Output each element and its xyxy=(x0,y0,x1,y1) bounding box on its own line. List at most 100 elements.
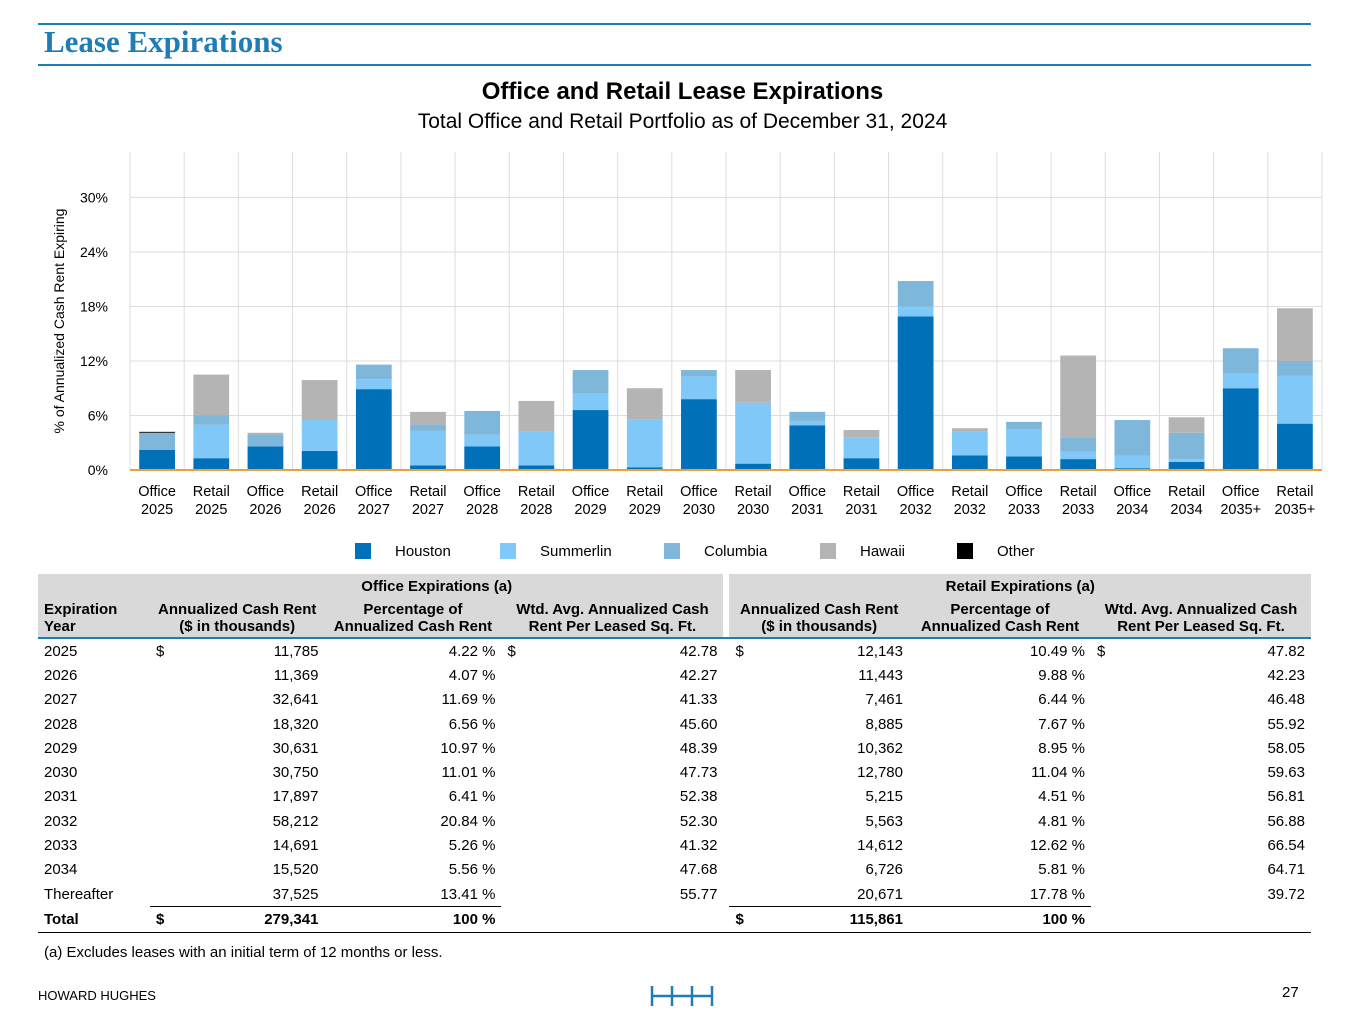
bar-columbia-office-2031 xyxy=(789,411,826,421)
legend-item-hawaii: Hawaii xyxy=(820,540,905,562)
retail-rent-dollar xyxy=(729,833,749,857)
x-tick-label-type: Retail xyxy=(1168,484,1205,500)
x-tick-label-year: 2034 xyxy=(1116,502,1148,518)
retail-wtd-value: 39.72 xyxy=(1267,885,1305,903)
header-rule-top xyxy=(38,23,1311,25)
office-wtd-value: 48.39 xyxy=(679,739,718,757)
bar-summerlin-office-2034 xyxy=(1114,455,1151,469)
footnote: (a) Excludes leases with an initial term… xyxy=(44,944,443,961)
table-row: 2029 30,631 10.97 % 48.39 10,362 8.95 % 58.05 xyxy=(38,736,1311,761)
bar-houston-office-2026 xyxy=(247,446,284,470)
x-tick-label-type: Office xyxy=(355,484,393,500)
row-year: 2030 xyxy=(44,764,78,782)
office-wtd-value: 42.27 xyxy=(679,666,718,684)
retail-pct: 11.04 % xyxy=(1031,764,1085,782)
bar-hawaii-retail-2028 xyxy=(518,400,555,432)
retail-wtd-value: 56.88 xyxy=(1267,812,1305,830)
bar-houston-retail-2035plus xyxy=(1277,423,1313,470)
x-tick-label-type: Office xyxy=(1005,484,1043,500)
bar-summerlin-office-2032 xyxy=(897,306,934,317)
row-year: 2034 xyxy=(44,861,78,879)
retail-rent-dollar xyxy=(729,712,749,736)
bar-hawaii-retail-2030 xyxy=(735,370,771,403)
y-axis-label: % of Annualized Cash Rent Expiring xyxy=(51,209,67,434)
retail-wtd: 42.23 xyxy=(1091,663,1311,687)
bar-houston-retail-2030 xyxy=(735,463,771,470)
header-office-group: Office Expirations (a) xyxy=(150,574,724,598)
x-tick-label-year: 2032 xyxy=(900,502,932,518)
bar-hawaii-office-2026 xyxy=(247,432,284,435)
retail-rent: 12,143 xyxy=(857,642,903,660)
bar-houston-retail-2027 xyxy=(410,465,446,470)
legend-item-houston: Houston xyxy=(355,540,451,562)
bar-columbia-retail-2033 xyxy=(1060,437,1097,452)
lease-expirations-table: Office Expirations (a) Retail Expiration… xyxy=(38,574,1311,933)
y-tick-label: 24% xyxy=(80,244,108,260)
office-pct: 4.07 % xyxy=(448,666,496,684)
retail-rent: 7,461 xyxy=(865,691,903,709)
retail-rent-dollar xyxy=(729,688,749,712)
x-tick-label-year: 2030 xyxy=(683,502,715,518)
retail-rent: 14,612 xyxy=(857,837,903,855)
office-rent: 30,750 xyxy=(272,764,319,782)
x-tick-label-year: 2028 xyxy=(520,502,552,518)
x-tick-label-type: Retail xyxy=(951,484,988,500)
x-tick-label-year: 2032 xyxy=(954,502,986,518)
legend-swatch-other xyxy=(957,543,973,559)
retail-total-pct: 100 % xyxy=(909,906,1091,933)
legend-swatch-hawaii xyxy=(820,543,836,559)
bar-houston-retail-2031 xyxy=(843,458,880,470)
office-pct: 6.56 % xyxy=(448,715,496,733)
x-tick-label-type: Office xyxy=(788,484,826,500)
x-tick-label-year: 2035+ xyxy=(1220,502,1261,518)
legend-item-columbia: Columbia xyxy=(664,540,767,562)
table-total-row: Total $279,341 100 % $115,861 100 % xyxy=(38,906,1311,933)
legend-label-hawaii: Hawaii xyxy=(860,542,906,560)
legend-swatch-summerlin xyxy=(500,543,516,559)
table-row: 2033 14,691 5.26 % 41.32 14,612 12.62 % 66.54 xyxy=(38,833,1311,858)
bar-summerlin-office-2031 xyxy=(789,420,826,426)
bar-columbia-office-2034 xyxy=(1114,420,1151,456)
office-wtd-value: 41.33 xyxy=(679,691,718,709)
row-year: Thereafter xyxy=(44,885,114,903)
x-tick-label-type: Retail xyxy=(409,484,446,500)
legend-label-houston: Houston xyxy=(395,542,451,560)
retail-wtd: 56.81 xyxy=(1091,785,1311,809)
bar-hawaii-retail-2029 xyxy=(626,388,663,420)
retail-rent: 12,780 xyxy=(857,764,903,782)
office-pct: 4.22 % xyxy=(448,642,496,660)
bar-summerlin-retail-2035plus xyxy=(1277,375,1313,424)
table-row: 2031 17,897 6.41 % 52.38 5,215 4.51 % 56.81 xyxy=(38,784,1311,810)
page-number: 27 xyxy=(1282,984,1299,1001)
retail-wtd-value: 42.23 xyxy=(1267,666,1305,684)
office-wtd-value: 41.32 xyxy=(679,837,718,855)
x-tick-label-year: 2025 xyxy=(195,502,227,518)
bar-hawaii-retail-2026 xyxy=(301,380,338,421)
bar-summerlin-retail-2025 xyxy=(193,424,230,459)
retail-wtd: 64.71 xyxy=(1091,858,1311,882)
retail-wtd: 59.63 xyxy=(1091,760,1311,784)
x-tick-label-type: Retail xyxy=(1276,484,1313,500)
bar-hawaii-retail-2031 xyxy=(843,430,880,438)
bar-summerlin-retail-2029 xyxy=(626,419,663,468)
retail-rent-dollar xyxy=(729,858,749,882)
y-tick-label: 30% xyxy=(80,189,108,205)
retail-wtd-value: 59.63 xyxy=(1267,764,1305,782)
header-retail-pct: Percentage of Annualized Cash Rent xyxy=(909,598,1091,639)
header-office-pct: Percentage of Annualized Cash Rent xyxy=(324,598,502,639)
chart-legend: Houston Summerlin Columbia Hawaii Other xyxy=(0,540,1365,562)
office-rent-dollar xyxy=(150,736,170,760)
retail-pct: 4.51 % xyxy=(1038,788,1085,806)
retail-wtd: 39.72 xyxy=(1091,882,1311,907)
bar-houston-retail-2033 xyxy=(1060,459,1097,470)
x-tick-label-type: Retail xyxy=(1060,484,1097,500)
office-rent: 15,520 xyxy=(272,861,319,879)
retail-pct: 6.44 % xyxy=(1038,691,1085,709)
retail-pct: 12.62 % xyxy=(1029,837,1085,855)
bar-houston-office-2027 xyxy=(355,389,392,470)
table-group-header-row: Office Expirations (a) Retail Expiration… xyxy=(38,574,1311,598)
row-year: 2027 xyxy=(44,691,78,709)
bar-columbia-retail-2025 xyxy=(193,415,230,425)
retail-rent-dollar xyxy=(729,760,749,784)
row-year: 2029 xyxy=(44,739,78,757)
